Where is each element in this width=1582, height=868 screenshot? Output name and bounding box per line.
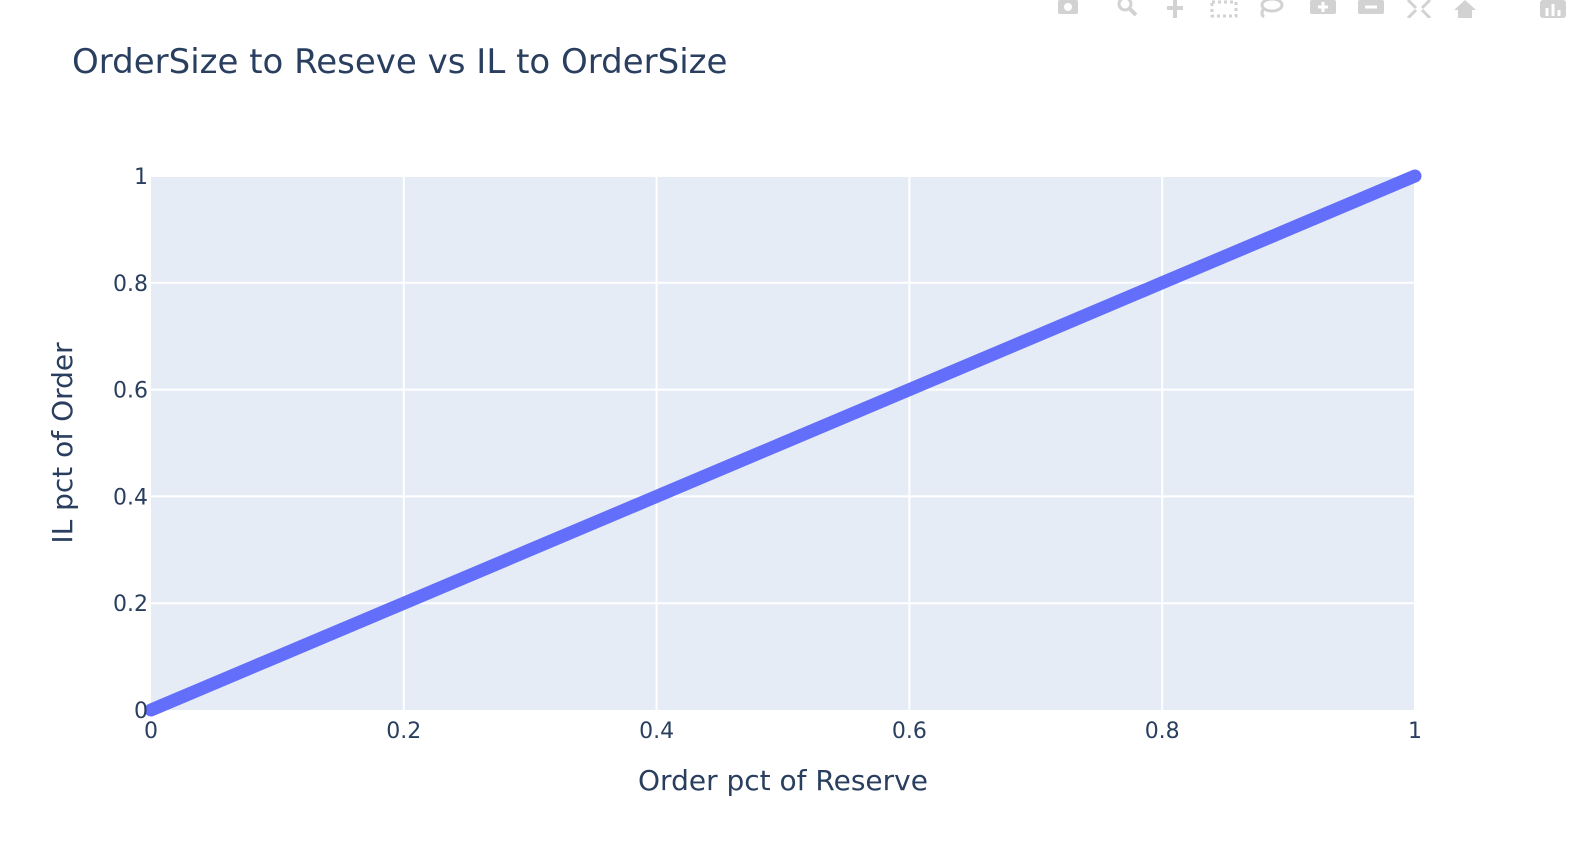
autoscale-icon[interactable] xyxy=(1404,0,1434,18)
y-gridlines xyxy=(151,175,1415,605)
x-tick-label: 0.4 xyxy=(639,719,674,744)
y-tick-label: 0 xyxy=(134,699,148,724)
chart-title: OrderSize to Reseve vs IL to OrderSize xyxy=(72,42,728,82)
lasso-select-icon[interactable] xyxy=(1254,0,1284,18)
x-tick-labels: 0 0.2 0.4 0.6 0.8 1 xyxy=(144,719,1422,744)
zoom-in-icon[interactable] xyxy=(1308,0,1338,18)
y-tick-label: 1 xyxy=(134,165,148,190)
y-tick-label: 0.2 xyxy=(113,592,148,617)
y-tick-label: 0.6 xyxy=(113,379,148,404)
zoom-icon[interactable] xyxy=(1112,0,1142,18)
x-axis-title: Order pct of Reserve xyxy=(638,764,928,797)
y-tick-label: 0.4 xyxy=(113,485,148,510)
y-tick-label: 0.8 xyxy=(113,272,148,297)
x-tick-label: 0 xyxy=(144,719,158,744)
x-tick-label: 1 xyxy=(1408,719,1422,744)
y-tick-labels: 0 0.2 0.4 0.6 0.8 1 xyxy=(113,165,148,724)
series-layer xyxy=(144,169,1422,717)
modebar xyxy=(1042,0,1582,20)
x-gridlines xyxy=(402,176,1416,710)
series-line xyxy=(144,169,1422,717)
box-select-icon[interactable] xyxy=(1208,0,1238,18)
zoom-out-icon[interactable] xyxy=(1356,0,1386,18)
x-tick-label: 0.2 xyxy=(386,719,421,744)
reset-axes-icon[interactable] xyxy=(1450,0,1480,18)
camera-icon[interactable] xyxy=(1052,0,1082,18)
x-tick-label: 0.6 xyxy=(892,719,927,744)
plotly-logo-icon[interactable] xyxy=(1538,0,1568,18)
pan-icon[interactable] xyxy=(1160,0,1190,18)
x-tick-label: 0.8 xyxy=(1145,719,1180,744)
y-axis-title: IL pct of Order xyxy=(46,342,79,544)
